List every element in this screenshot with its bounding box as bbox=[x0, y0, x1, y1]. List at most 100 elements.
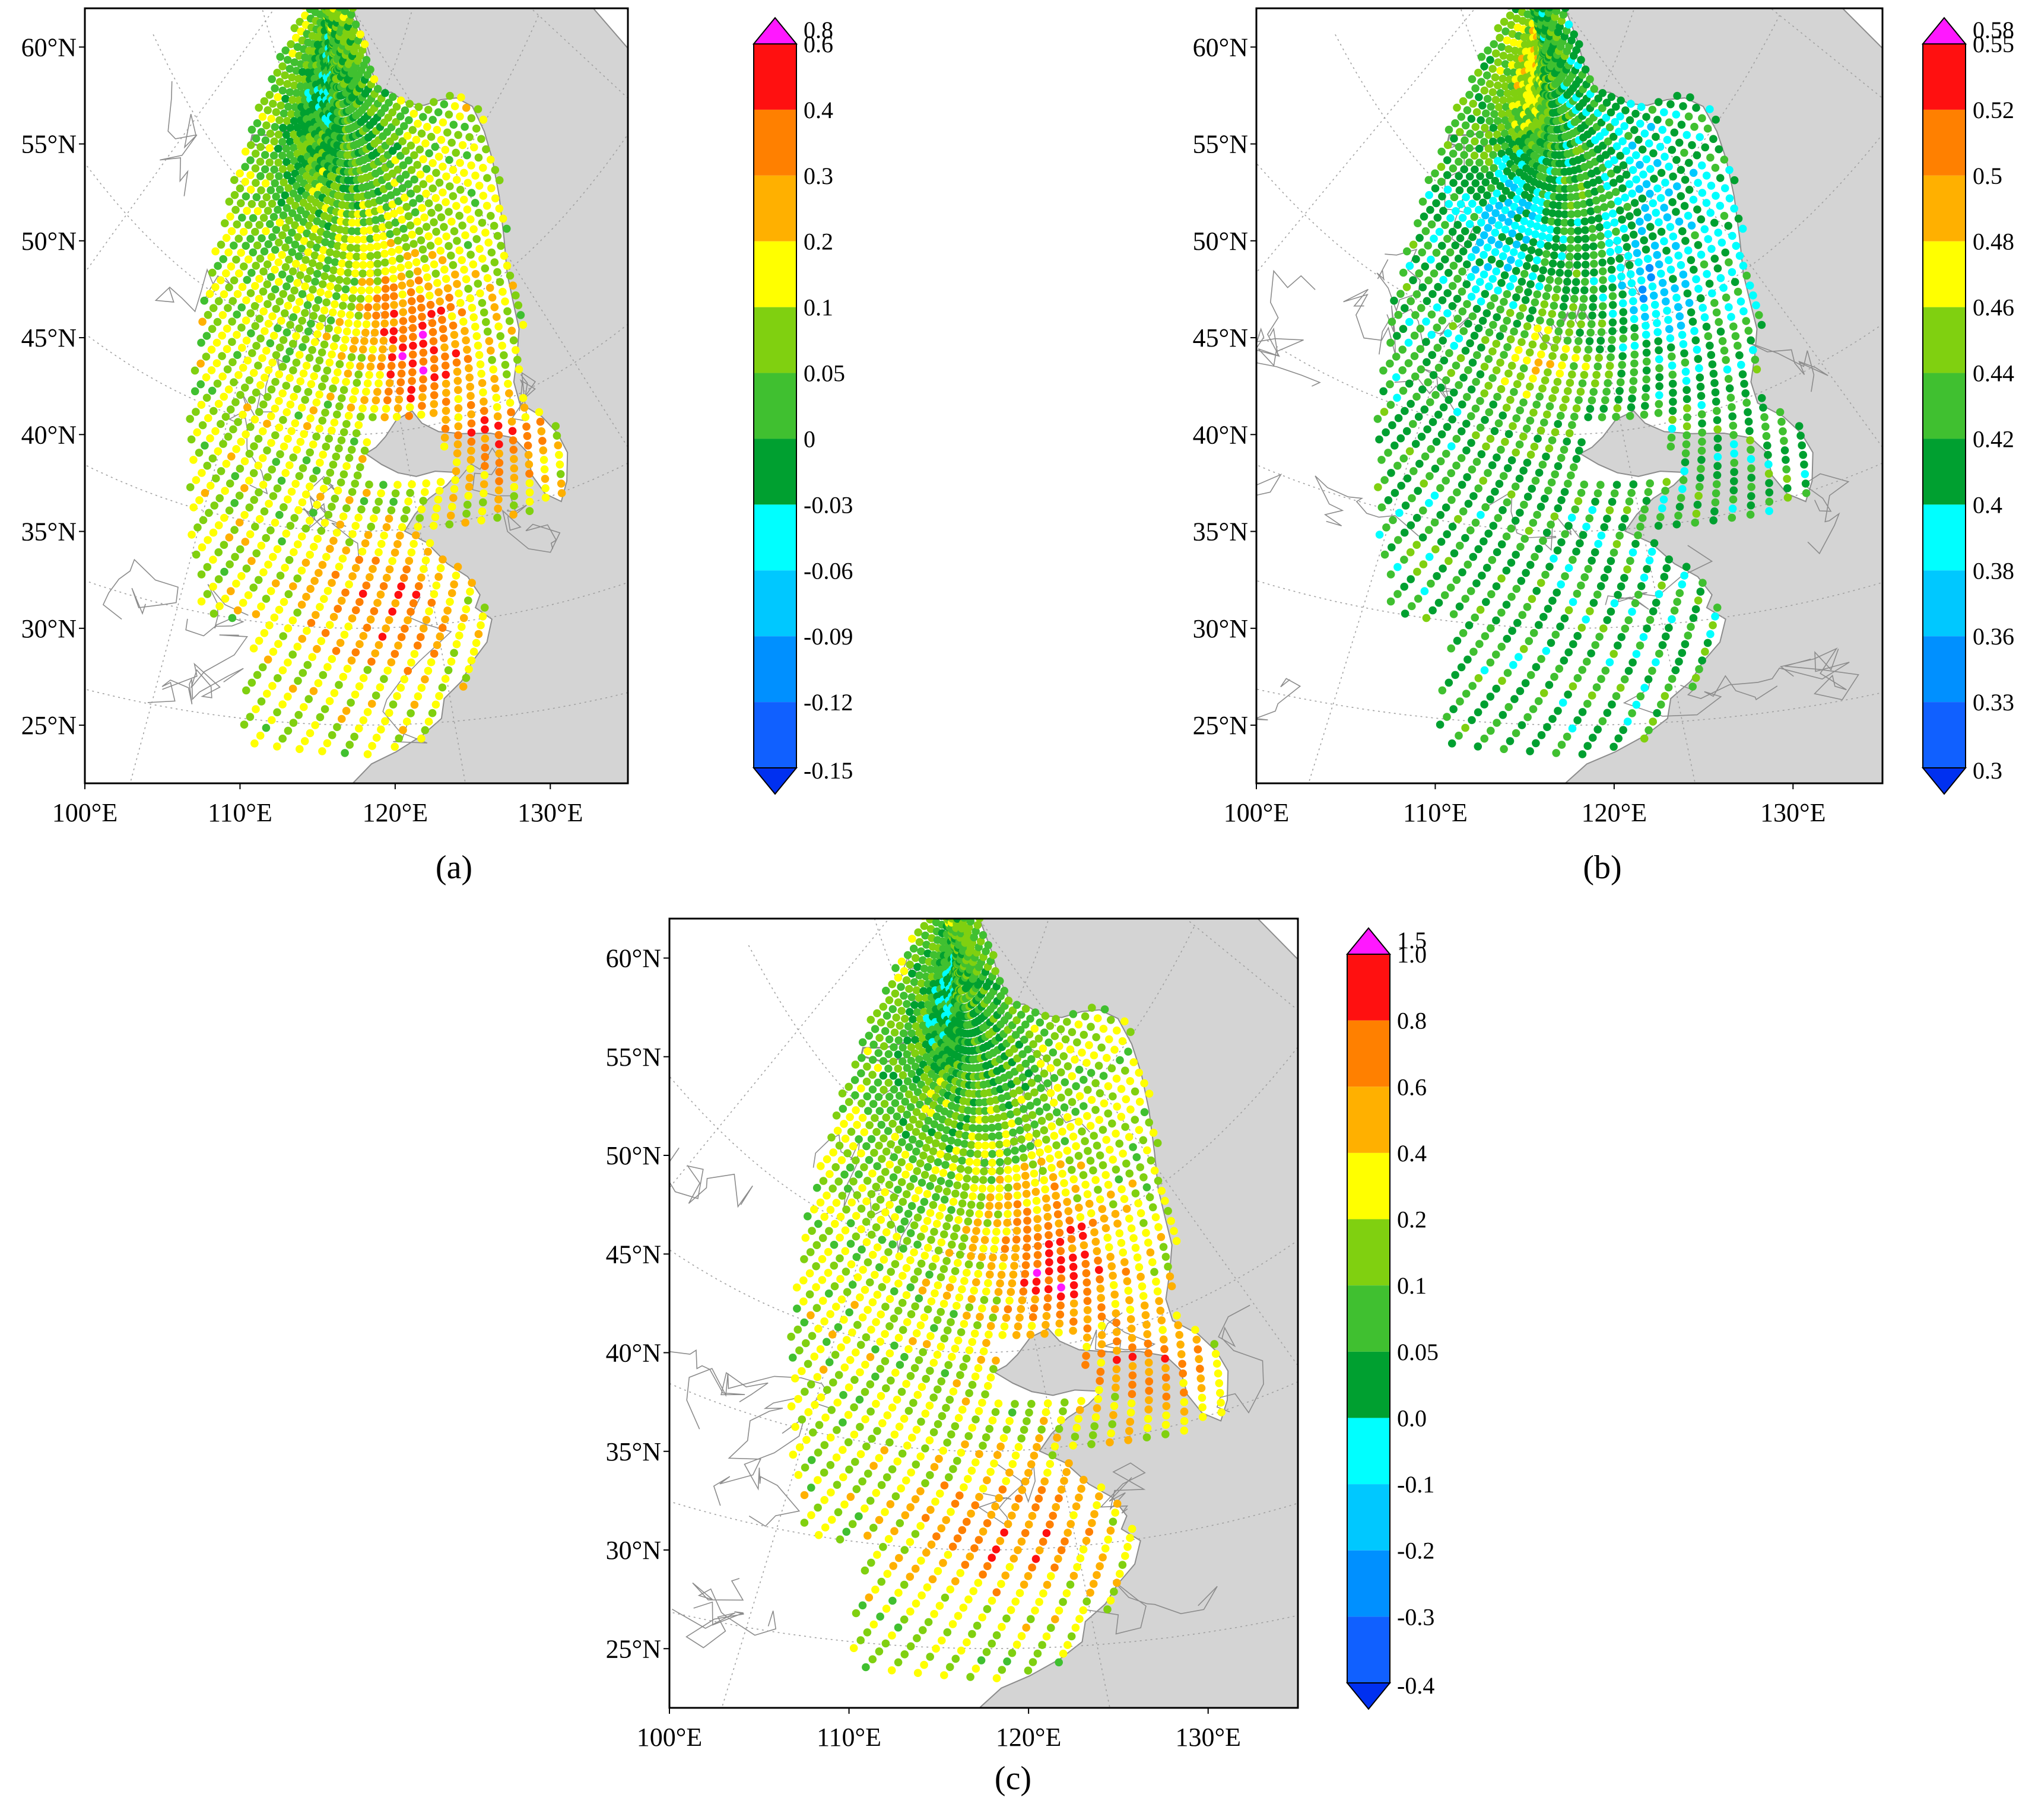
data-point bbox=[209, 528, 218, 537]
data-point bbox=[1668, 379, 1677, 388]
data-point bbox=[1762, 432, 1771, 440]
data-point bbox=[333, 723, 341, 731]
data-point bbox=[426, 174, 434, 183]
data-point bbox=[278, 389, 287, 398]
data-point bbox=[465, 364, 473, 373]
data-point bbox=[463, 205, 472, 214]
data-point bbox=[426, 539, 434, 548]
data-point bbox=[1404, 359, 1413, 367]
data-point bbox=[328, 426, 336, 435]
data-point bbox=[501, 361, 510, 369]
data-point bbox=[414, 119, 422, 128]
data-point bbox=[339, 251, 347, 260]
data-point bbox=[453, 279, 461, 288]
data-point bbox=[309, 285, 317, 294]
data-point bbox=[539, 446, 548, 455]
data-point bbox=[323, 401, 332, 409]
data-point bbox=[1523, 0, 1532, 1]
data-point bbox=[1601, 396, 1609, 405]
data-point bbox=[430, 391, 439, 399]
data-point bbox=[349, 345, 358, 353]
data-point bbox=[233, 351, 242, 359]
data-point bbox=[218, 331, 227, 340]
data-point bbox=[480, 604, 489, 612]
data-point bbox=[259, 267, 268, 276]
data-point bbox=[1783, 484, 1792, 493]
data-point bbox=[432, 169, 440, 177]
data-point bbox=[1451, 119, 1459, 128]
data-point bbox=[273, 68, 282, 77]
data-point bbox=[1553, 335, 1561, 344]
border-line bbox=[1124, 573, 1190, 666]
data-point bbox=[1502, 404, 1511, 412]
data-point bbox=[331, 300, 339, 309]
data-point bbox=[495, 468, 504, 477]
data-point bbox=[426, 291, 434, 300]
data-point bbox=[404, 666, 412, 675]
data-point bbox=[1655, 373, 1663, 382]
data-point bbox=[427, 208, 436, 217]
data-point bbox=[289, 189, 298, 198]
data-point bbox=[193, 523, 202, 532]
data-point bbox=[1396, 434, 1405, 443]
data-point bbox=[269, 151, 278, 160]
data-point bbox=[1507, 456, 1516, 465]
data-point bbox=[1472, 377, 1480, 386]
data-point bbox=[1507, 558, 1516, 567]
data-point bbox=[1668, 675, 1677, 683]
data-point bbox=[1439, 275, 1447, 284]
data-point bbox=[1477, 185, 1485, 194]
data-point bbox=[254, 361, 262, 370]
data-point bbox=[1405, 262, 1414, 270]
data-point bbox=[507, 417, 516, 426]
data-point bbox=[474, 279, 482, 288]
data-point bbox=[1691, 605, 1700, 614]
data-point bbox=[186, 483, 195, 491]
data-point bbox=[443, 128, 452, 137]
data-point bbox=[1607, 147, 1615, 155]
data-point bbox=[355, 682, 364, 691]
border-line bbox=[1256, 678, 1301, 720]
data-point bbox=[313, 644, 321, 653]
data-point bbox=[246, 530, 255, 539]
data-point bbox=[325, 0, 334, 3]
data-point bbox=[231, 205, 240, 214]
data-point bbox=[1615, 174, 1624, 183]
data-point bbox=[1642, 155, 1651, 164]
data-point bbox=[398, 137, 407, 145]
data-point bbox=[436, 564, 445, 573]
data-point bbox=[1588, 506, 1596, 514]
data-point bbox=[509, 446, 518, 454]
data-point bbox=[321, 408, 329, 417]
data-point bbox=[224, 304, 232, 312]
data-point bbox=[1578, 312, 1586, 320]
data-point bbox=[1551, 293, 1560, 302]
data-point bbox=[1561, 193, 1569, 202]
data-point bbox=[1710, 379, 1719, 387]
data-point bbox=[1504, 430, 1513, 439]
data-point bbox=[408, 126, 417, 134]
data-point bbox=[373, 599, 382, 607]
data-point bbox=[342, 462, 351, 471]
data-point bbox=[1588, 396, 1596, 405]
data-point bbox=[222, 234, 231, 242]
data-point bbox=[230, 242, 238, 250]
data-point bbox=[297, 225, 305, 234]
data-point bbox=[1503, 343, 1512, 351]
data-point bbox=[1667, 433, 1676, 442]
data-point bbox=[1437, 538, 1446, 546]
data-point bbox=[1446, 248, 1455, 257]
map-area bbox=[1124, 0, 1882, 783]
data-point bbox=[294, 506, 303, 514]
data-point bbox=[288, 209, 297, 218]
data-point bbox=[454, 431, 462, 440]
data-point bbox=[1572, 547, 1580, 556]
data-point bbox=[1567, 513, 1576, 522]
data-point bbox=[1472, 108, 1481, 116]
data-point bbox=[1449, 610, 1458, 618]
data-point bbox=[456, 186, 465, 194]
data-point bbox=[257, 128, 266, 136]
data-point bbox=[323, 663, 332, 671]
data-point bbox=[1712, 480, 1721, 488]
y-tick-label: 30°N bbox=[21, 614, 77, 643]
